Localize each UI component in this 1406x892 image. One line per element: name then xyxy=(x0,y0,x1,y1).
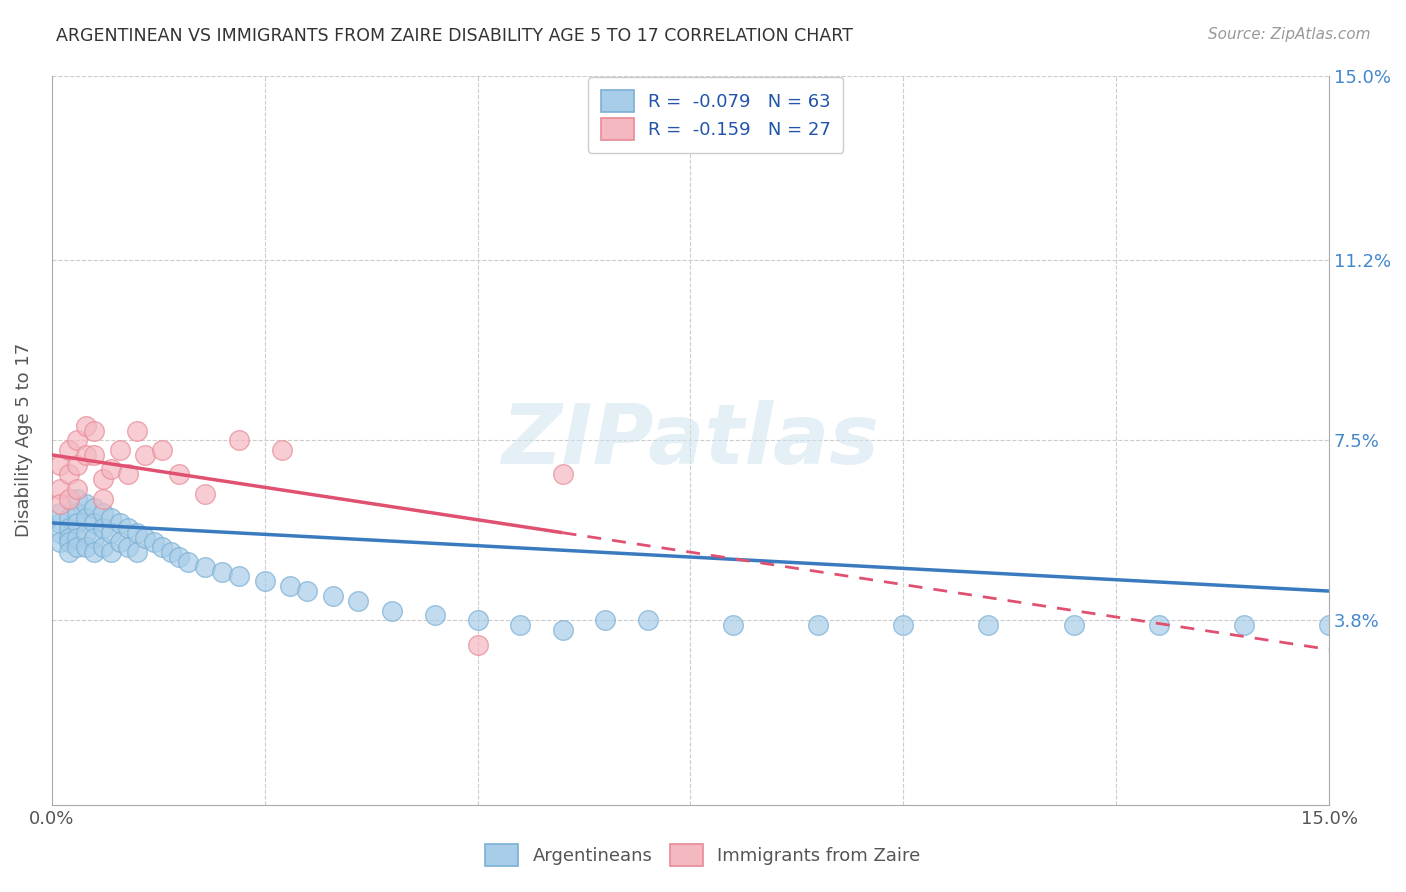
Legend: R =  -0.079   N = 63, R =  -0.159   N = 27: R = -0.079 N = 63, R = -0.159 N = 27 xyxy=(588,78,844,153)
Point xyxy=(977,618,1000,632)
Point xyxy=(467,638,489,652)
Point xyxy=(169,467,191,482)
Point xyxy=(160,545,183,559)
Text: ZIPatlas: ZIPatlas xyxy=(502,400,879,481)
Point xyxy=(381,603,404,617)
Point xyxy=(1063,618,1085,632)
Point xyxy=(807,618,830,632)
Point xyxy=(66,491,89,506)
Point xyxy=(58,521,80,535)
Point xyxy=(49,496,72,510)
Point xyxy=(108,535,131,549)
Point xyxy=(66,516,89,530)
Point xyxy=(66,434,89,448)
Point xyxy=(551,467,574,482)
Point xyxy=(551,623,574,637)
Point xyxy=(125,525,148,540)
Point xyxy=(83,501,105,516)
Point xyxy=(1317,618,1340,632)
Point xyxy=(75,541,97,555)
Point xyxy=(194,559,217,574)
Point xyxy=(75,418,97,433)
Point xyxy=(66,482,89,496)
Point xyxy=(58,467,80,482)
Point xyxy=(100,525,122,540)
Point xyxy=(347,594,370,608)
Point xyxy=(211,565,233,579)
Point xyxy=(75,525,97,540)
Point xyxy=(637,613,659,627)
Point xyxy=(91,506,114,520)
Point xyxy=(49,482,72,496)
Point xyxy=(83,531,105,545)
Point xyxy=(58,491,80,506)
Point xyxy=(228,434,250,448)
Point xyxy=(91,521,114,535)
Point xyxy=(108,443,131,458)
Point xyxy=(83,448,105,462)
Point xyxy=(58,535,80,549)
Point xyxy=(49,458,72,472)
Point xyxy=(509,618,531,632)
Point xyxy=(134,448,156,462)
Point xyxy=(152,541,174,555)
Point xyxy=(91,472,114,486)
Point xyxy=(125,424,148,438)
Point xyxy=(91,491,114,506)
Point xyxy=(75,448,97,462)
Point xyxy=(721,618,744,632)
Point xyxy=(270,443,292,458)
Point xyxy=(83,424,105,438)
Point xyxy=(49,525,72,540)
Point xyxy=(117,541,139,555)
Point xyxy=(253,574,276,589)
Point xyxy=(75,496,97,510)
Point xyxy=(1147,618,1170,632)
Point xyxy=(169,549,191,564)
Point xyxy=(49,506,72,520)
Point xyxy=(228,569,250,583)
Point xyxy=(58,531,80,545)
Point xyxy=(75,511,97,525)
Point xyxy=(152,443,174,458)
Point xyxy=(117,467,139,482)
Point xyxy=(83,516,105,530)
Point xyxy=(322,589,344,603)
Point xyxy=(134,531,156,545)
Point xyxy=(125,545,148,559)
Text: ARGENTINEAN VS IMMIGRANTS FROM ZAIRE DISABILITY AGE 5 TO 17 CORRELATION CHART: ARGENTINEAN VS IMMIGRANTS FROM ZAIRE DIS… xyxy=(56,27,853,45)
Y-axis label: Disability Age 5 to 17: Disability Age 5 to 17 xyxy=(15,343,32,537)
Legend: Argentineans, Immigrants from Zaire: Argentineans, Immigrants from Zaire xyxy=(472,831,934,879)
Point xyxy=(66,458,89,472)
Point xyxy=(100,545,122,559)
Point xyxy=(194,487,217,501)
Point xyxy=(91,541,114,555)
Point xyxy=(66,531,89,545)
Point xyxy=(142,535,165,549)
Point xyxy=(278,579,301,593)
Point xyxy=(100,462,122,476)
Point xyxy=(891,618,914,632)
Point xyxy=(593,613,616,627)
Point xyxy=(423,608,446,623)
Point xyxy=(58,443,80,458)
Point xyxy=(58,511,80,525)
Point xyxy=(66,506,89,520)
Point xyxy=(108,516,131,530)
Point xyxy=(1233,618,1256,632)
Point xyxy=(117,521,139,535)
Point xyxy=(83,545,105,559)
Point xyxy=(66,541,89,555)
Text: Source: ZipAtlas.com: Source: ZipAtlas.com xyxy=(1208,27,1371,42)
Point xyxy=(295,584,318,599)
Point xyxy=(100,511,122,525)
Point xyxy=(49,535,72,549)
Point xyxy=(467,613,489,627)
Point xyxy=(177,555,200,569)
Point xyxy=(58,545,80,559)
Point xyxy=(49,516,72,530)
